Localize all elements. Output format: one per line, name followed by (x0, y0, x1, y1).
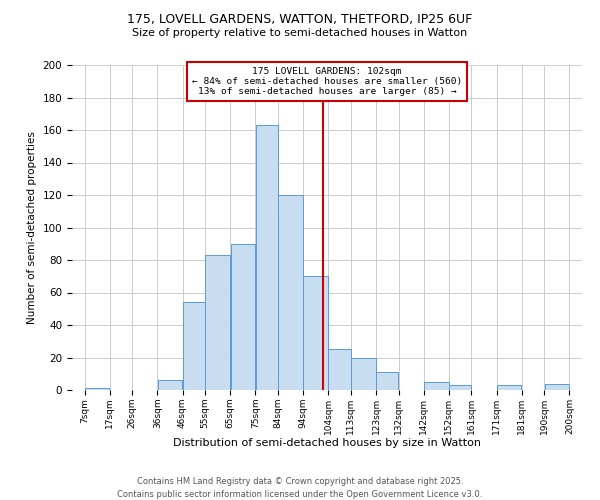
Text: Contains public sector information licensed under the Open Government Licence v3: Contains public sector information licen… (118, 490, 482, 499)
Bar (351, 358, 376, 390)
Bar (497, 385, 521, 390)
Bar (230, 244, 255, 390)
Text: Contains HM Land Registry data © Crown copyright and database right 2025.: Contains HM Land Registry data © Crown c… (137, 478, 463, 486)
Bar (449, 385, 471, 390)
Bar (304, 276, 328, 390)
Text: 175 LOVELL GARDENS: 102sqm
← 84% of semi-detached houses are smaller (560)
13% o: 175 LOVELL GARDENS: 102sqm ← 84% of semi… (192, 66, 462, 96)
Bar (376, 372, 398, 390)
Y-axis label: Number of semi-detached properties: Number of semi-detached properties (27, 131, 37, 324)
Text: Size of property relative to semi-detached houses in Watton: Size of property relative to semi-detach… (133, 28, 467, 38)
Bar (256, 125, 278, 390)
Bar (85, 388, 109, 390)
Bar (278, 195, 303, 390)
Bar (328, 350, 350, 390)
Text: 175, LOVELL GARDENS, WATTON, THETFORD, IP25 6UF: 175, LOVELL GARDENS, WATTON, THETFORD, I… (127, 12, 473, 26)
Bar (205, 255, 230, 390)
Bar (183, 302, 205, 390)
X-axis label: Distribution of semi-detached houses by size in Watton: Distribution of semi-detached houses by … (173, 438, 481, 448)
Bar (158, 380, 182, 390)
Bar (545, 384, 569, 390)
Bar (424, 382, 449, 390)
